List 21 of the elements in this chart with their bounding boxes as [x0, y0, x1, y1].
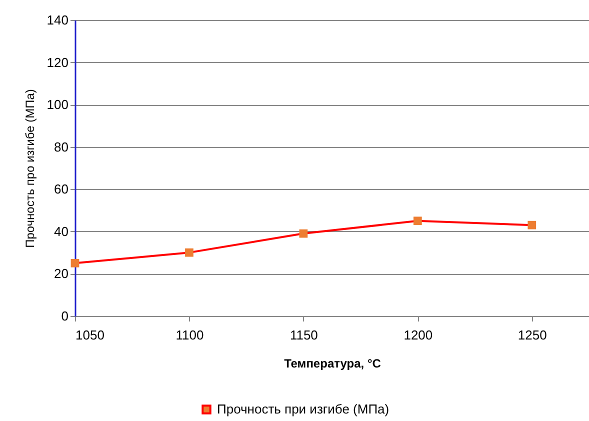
legend-label: Прочность при изгибе (МПа) [217, 402, 390, 416]
x-tick-label: 1100 [176, 328, 204, 342]
point [413, 216, 422, 226]
x-tick-label: 1150 [290, 328, 318, 342]
y-tick-label: 100 [46, 97, 68, 112]
y-axis-title: Прочность про изгибе (МПа) [22, 89, 37, 248]
point [70, 258, 80, 268]
point [185, 248, 194, 257]
y-tick-label: 0 [61, 308, 68, 324]
point [299, 229, 308, 238]
x-tick-label: 1050 [76, 328, 104, 342]
y-tick-label: 60 [54, 182, 68, 197]
y-tick-label: 120 [46, 54, 68, 70]
y-tick-label: 20 [54, 266, 68, 282]
point [528, 220, 536, 230]
y-tick-label: 140 [46, 12, 68, 28]
x-tick-label: 1200 [404, 328, 433, 342]
y-tick-label: 80 [54, 139, 68, 154]
y-tick-label: 40 [54, 224, 68, 239]
x-tick-label: 1250 [518, 328, 547, 342]
x-axis-title: Температура, °C [284, 356, 382, 370]
